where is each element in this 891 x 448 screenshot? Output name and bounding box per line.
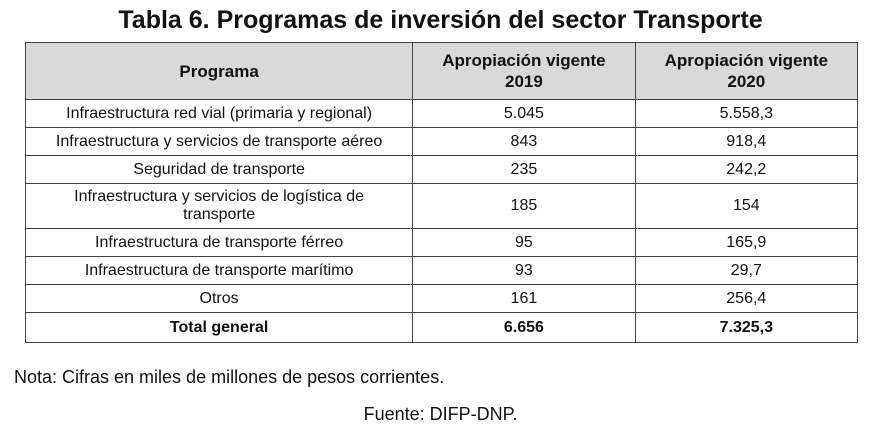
investment-table: Programa Apropiación vigente 2019 Apropi… [24, 42, 859, 343]
table-row: Infraestructura de transporte férreo 95 … [24, 228, 859, 257]
cell-programa-line1: Infraestructura y servicios de logística… [74, 188, 365, 205]
table-row: Infraestructura de transporte marítimo 9… [24, 256, 859, 285]
cell-programa: Infraestructura y servicios de logística… [24, 183, 414, 229]
table-row: Infraestructura y servicios de transport… [24, 127, 859, 156]
cell-2020: 165,9 [634, 228, 859, 257]
header-2020-line1: Apropiación vigente [664, 51, 828, 70]
cell-2019: 95 [412, 228, 636, 257]
table-title: Tabla 6. Programas de inversión del sect… [118, 6, 763, 34]
cell-2019: 185 [412, 183, 636, 229]
cell-programa: Otros [24, 284, 414, 313]
cell-total-2019: 6.656 [412, 312, 636, 343]
table-row: Otros 161 256,4 [24, 284, 859, 313]
cell-2020: 5.558,3 [634, 99, 859, 128]
header-2019-line2: 2019 [504, 72, 543, 91]
cell-2020: 256,4 [634, 284, 859, 313]
cell-total-2020: 7.325,3 [634, 312, 859, 343]
cell-programa: Infraestructura de transporte férreo [24, 228, 414, 257]
cell-programa-line2: transporte [183, 206, 256, 223]
table-row: Infraestructura red vial (primaria y reg… [24, 99, 859, 128]
cell-2019: 235 [412, 155, 636, 184]
cell-2020: 918,4 [634, 127, 859, 156]
cell-programa: Infraestructura y servicios de transport… [24, 127, 414, 156]
cell-2020: 154 [634, 183, 859, 229]
header-2019-line1: Apropiación vigente [442, 51, 606, 70]
table-row: Seguridad de transporte 235 242,2 [24, 155, 859, 184]
table-note: Nota: Cifras en miles de millones de pes… [14, 367, 445, 387]
header-2020-line2: 2020 [727, 72, 766, 91]
cell-total-label: Total general [24, 312, 414, 343]
cell-programa: Seguridad de transporte [24, 155, 414, 184]
table-total-row: Total general 6.656 7.325,3 [24, 312, 859, 343]
header-apropiacion-2019: Apropiación vigente 2019 [412, 42, 636, 100]
header-programa: Programa [24, 42, 414, 100]
cell-2020: 242,2 [634, 155, 859, 184]
cell-2019: 93 [412, 256, 636, 285]
table-header-row: Programa Apropiación vigente 2019 Apropi… [24, 42, 859, 100]
table-source: Fuente: DIFP-DNP. [363, 404, 518, 424]
cell-programa: Infraestructura de transporte marítimo [24, 256, 414, 285]
table-row: Infraestructura y servicios de logística… [24, 183, 859, 229]
cell-2019: 5.045 [412, 99, 636, 128]
cell-programa: Infraestructura red vial (primaria y reg… [24, 99, 414, 128]
cell-2019: 161 [412, 284, 636, 313]
cell-2020: 29,7 [634, 256, 859, 285]
cell-2019: 843 [412, 127, 636, 156]
header-apropiacion-2020: Apropiación vigente 2020 [634, 42, 859, 100]
